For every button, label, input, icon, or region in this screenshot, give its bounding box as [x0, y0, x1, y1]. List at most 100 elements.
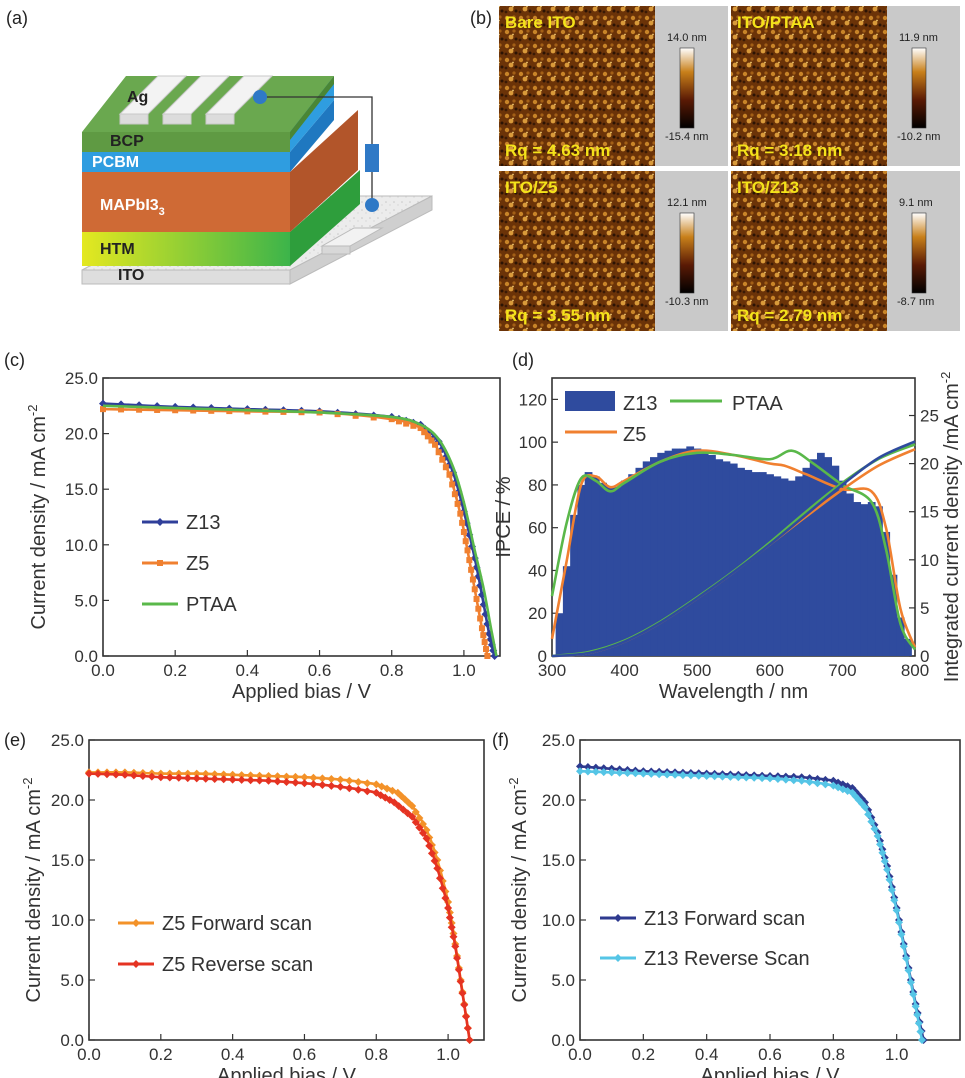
- ipce-bar: [773, 476, 782, 656]
- data-point: [291, 772, 300, 781]
- data-point: [318, 774, 327, 783]
- data-point: [904, 966, 913, 975]
- data-point: [883, 865, 892, 874]
- y-tick-label: 100: [519, 433, 547, 452]
- x-tick-label: 0.0: [568, 1045, 592, 1064]
- data-point: [363, 779, 372, 788]
- y-tick-label: 15.0: [542, 851, 575, 870]
- afm-image-grid: Bare ITO Rq = 4.63 nm 14.0 nm -15.4 nm ITO/P…: [499, 6, 960, 331]
- data-point: [192, 769, 201, 778]
- data-point: [878, 848, 887, 857]
- legend-entry: Z13 Reverse Scan: [600, 948, 810, 970]
- afm-scale-max: 14.0 nm: [667, 32, 707, 44]
- data-point: [246, 776, 255, 785]
- data-point: [466, 557, 473, 564]
- legend-entry: PTAA: [670, 393, 783, 415]
- data-point: [451, 491, 458, 498]
- x-tick-label: 700: [828, 661, 856, 680]
- data-point: [192, 774, 201, 783]
- data-point: [183, 769, 192, 778]
- data-point: [93, 769, 102, 778]
- data-point: [456, 977, 465, 986]
- legend-entry: Z13: [142, 512, 220, 534]
- data-point: [471, 586, 478, 593]
- y-tick-label: 0.0: [60, 1031, 84, 1050]
- data-point: [442, 464, 449, 471]
- data-point: [282, 778, 291, 786]
- data-point: [446, 471, 453, 478]
- data-point: [120, 770, 129, 779]
- data-point: [85, 769, 93, 778]
- series-line: [102, 407, 489, 657]
- data-point: [432, 441, 439, 448]
- ipce-bar: [780, 478, 789, 656]
- data-point: [219, 775, 228, 784]
- data-point: [154, 406, 161, 413]
- series-ptaa: [550, 449, 917, 651]
- x-tick-label: 0.2: [149, 1045, 173, 1064]
- data-point: [410, 422, 417, 429]
- data-point: [464, 547, 471, 554]
- y-tick-label: 40: [528, 561, 547, 580]
- data-point: [291, 778, 300, 787]
- x-tick-label: 0.4: [236, 661, 260, 680]
- legend-label: Z5 Reverse scan: [162, 954, 313, 976]
- series-z13-bars: [555, 446, 912, 656]
- data-point: [913, 1010, 922, 1019]
- ipce-bar: [766, 474, 774, 656]
- ag-fingers: [118, 75, 274, 125]
- ipce-bar: [693, 448, 702, 656]
- data-point: [219, 770, 228, 779]
- data-point: [615, 768, 624, 777]
- data-point: [264, 776, 273, 785]
- data-point: [237, 775, 246, 784]
- y-tick-label: 60: [528, 519, 547, 538]
- data-point: [459, 519, 466, 526]
- x-tick-label: 0.6: [308, 661, 332, 680]
- data-point: [363, 787, 372, 796]
- chart-c: (c) 0.0 0.2 0.4 0.6 0.8 1.0 0.0 5.0 10.0 15.0 20.0 2…: [4, 350, 501, 703]
- data-point: [914, 1019, 923, 1028]
- legend-label: Z13: [186, 512, 220, 534]
- y2-tick-label: 10: [920, 551, 939, 570]
- afm-scale-min: -10.2 nm: [897, 131, 940, 143]
- data-point: [911, 1002, 920, 1011]
- data-point: [876, 840, 885, 849]
- x-tick-label: 0.2: [632, 1045, 656, 1064]
- data-point: [444, 904, 453, 912]
- legend-entry: Z13: [565, 391, 657, 415]
- data-point: [138, 772, 147, 780]
- data-point: [354, 785, 363, 794]
- data-point: [210, 775, 219, 783]
- data-point: [460, 529, 467, 536]
- data-point: [895, 918, 904, 927]
- data-point: [345, 776, 354, 785]
- data-point: [156, 773, 165, 782]
- ipce-bar: [722, 461, 731, 656]
- data-point: [631, 769, 640, 778]
- y-tick-label: 120: [519, 390, 547, 409]
- data-point: [255, 771, 264, 780]
- afm-image-4: ITO/Z13 Rq = 2.79 nm 9.1 nm -8.7 nm: [731, 171, 960, 331]
- data-point: [435, 449, 442, 456]
- ito-front: [81, 269, 291, 285]
- data-point: [861, 803, 869, 812]
- data-point: [403, 420, 410, 427]
- data-point: [864, 810, 873, 819]
- ipce-bar: [824, 457, 833, 656]
- chart-d: (d)300 400 500 600 700 800020406080100120Wave…: [493, 350, 963, 703]
- data-point: [201, 769, 210, 778]
- data-point: [408, 812, 417, 821]
- data-point: [438, 884, 447, 893]
- afm-title: ITO/PTAA: [737, 13, 815, 32]
- y-tick-label: 20.0: [542, 791, 575, 810]
- ipce-bar: [577, 484, 586, 656]
- pcbm-front: [82, 152, 290, 172]
- ipce-bar: [889, 574, 898, 656]
- data-point: [805, 778, 814, 786]
- data-point: [870, 824, 879, 833]
- afm-map: [731, 6, 887, 166]
- series-ptaa: [102, 404, 498, 657]
- data-point: [887, 886, 896, 894]
- ipce-bar: [686, 446, 695, 656]
